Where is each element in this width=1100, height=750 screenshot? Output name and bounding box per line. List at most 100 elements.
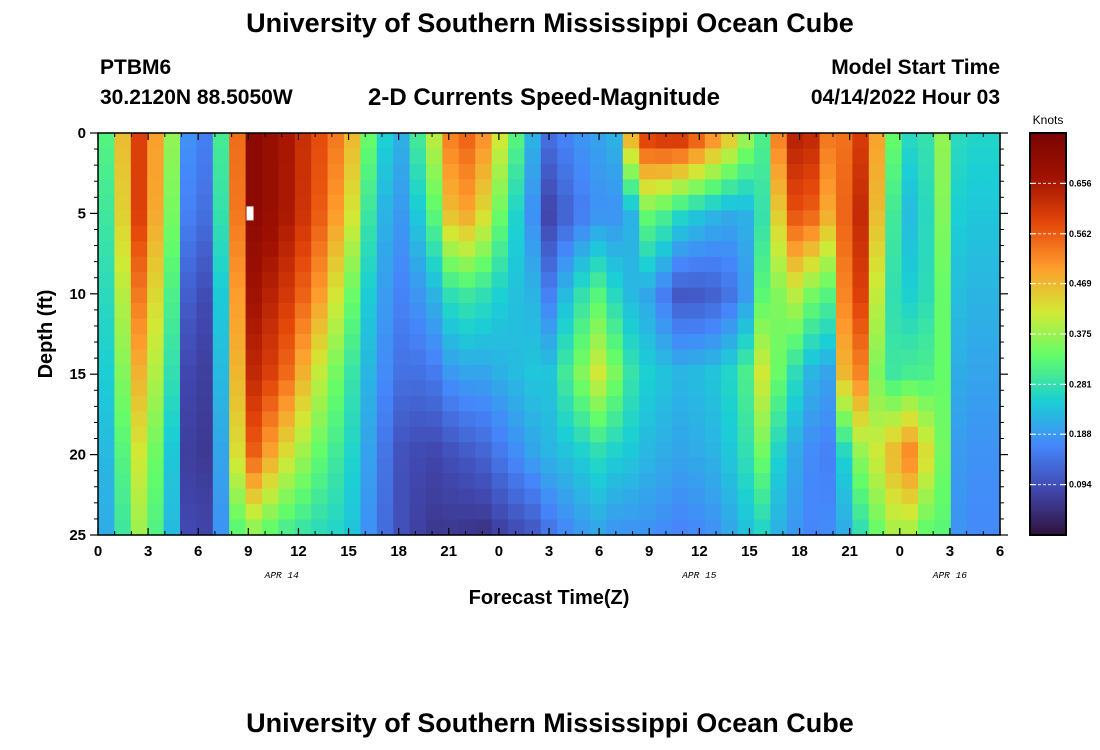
heatmap-cell	[836, 473, 853, 490]
heatmap-cell	[393, 163, 411, 180]
heatmap-cell	[508, 287, 525, 304]
heatmap-cell	[934, 364, 952, 381]
heatmap-cell	[360, 225, 378, 242]
heatmap-cell	[278, 457, 296, 474]
heatmap-cell	[721, 241, 739, 258]
heatmap-cell	[639, 287, 657, 304]
heatmap-cell	[622, 179, 640, 196]
heatmap-cell	[196, 210, 214, 227]
station-coordinates: 30.2120N 88.5050W	[100, 86, 293, 109]
heatmap-cell	[655, 442, 673, 459]
heatmap-cell	[573, 442, 591, 459]
heatmap-cell	[803, 349, 821, 366]
heatmap-cell	[376, 133, 394, 150]
heatmap-cell	[606, 504, 624, 521]
heatmap-cell	[918, 504, 935, 521]
heatmap-cell	[868, 334, 886, 351]
heatmap-cell	[934, 179, 952, 196]
heatmap-cell	[458, 163, 476, 180]
heatmap-cell	[262, 194, 279, 211]
heatmap-cell	[458, 349, 476, 366]
heatmap-cell	[721, 194, 739, 211]
heatmap-cell	[180, 519, 197, 536]
heatmap-cell	[852, 457, 870, 474]
heatmap-cell	[229, 411, 247, 428]
heatmap-cell	[294, 256, 312, 273]
heatmap-cell	[344, 334, 361, 351]
heatmap-cell	[229, 287, 247, 304]
heatmap-cell	[786, 225, 804, 242]
heatmap-cell	[819, 488, 837, 505]
heatmap-cell	[426, 488, 443, 505]
heatmap-cell	[360, 473, 378, 490]
heatmap-cell	[180, 318, 197, 335]
heatmap-cell	[754, 194, 771, 211]
heatmap-cell	[524, 287, 542, 304]
heatmap-cell	[852, 303, 870, 320]
heatmap-cell	[819, 349, 837, 366]
heatmap-cell	[327, 241, 345, 258]
heatmap-cell	[212, 194, 230, 211]
heatmap-cell	[557, 148, 575, 165]
heatmap-cell	[294, 395, 312, 412]
heatmap-cell	[229, 457, 247, 474]
heatmap-cell	[557, 504, 575, 521]
heatmap-cell	[393, 426, 411, 443]
heatmap-cell	[934, 380, 952, 397]
y-tick-label: 25	[69, 527, 86, 544]
heatmap-cell	[344, 488, 361, 505]
heatmap-cell	[393, 395, 411, 412]
heatmap-cell	[540, 133, 558, 150]
heatmap-cell	[721, 148, 739, 165]
heatmap-cell	[163, 272, 181, 289]
heatmap-cell	[409, 411, 427, 428]
heatmap-cell	[180, 349, 197, 366]
heatmap-cell	[672, 395, 689, 412]
heatmap-cell	[639, 457, 657, 474]
heatmap-cell	[934, 241, 952, 258]
heatmap-cell	[967, 426, 985, 443]
heatmap-cell	[442, 179, 460, 196]
heatmap-cell	[114, 256, 132, 273]
heatmap-cell	[344, 272, 361, 289]
heatmap-cell	[491, 318, 509, 335]
heatmap-cell	[229, 395, 247, 412]
heatmap-cell	[590, 318, 607, 335]
heatmap-cell	[983, 303, 1001, 320]
heatmap-cell	[983, 380, 1001, 397]
heatmap-cell	[147, 179, 165, 196]
heatmap-cell	[967, 287, 985, 304]
heatmap-cell	[262, 334, 279, 351]
heatmap-cell	[98, 442, 115, 459]
heatmap-cell	[98, 210, 115, 227]
heatmap-cell	[278, 303, 296, 320]
heatmap-cell	[672, 179, 689, 196]
heatmap-cell	[606, 364, 624, 381]
heatmap-cell	[98, 133, 115, 150]
heatmap-cell	[442, 287, 460, 304]
heatmap-cell	[672, 519, 689, 536]
heatmap-cell	[475, 488, 493, 505]
heatmap-cell	[606, 349, 624, 366]
heatmap-cell	[344, 287, 361, 304]
heatmap-cell	[360, 241, 378, 258]
heatmap-cell	[688, 395, 706, 412]
heatmap-cell	[262, 364, 279, 381]
x-tick-label: 3	[144, 543, 152, 560]
heatmap-cell	[212, 395, 230, 412]
heatmap-cell	[819, 411, 837, 428]
heatmap-cell	[836, 272, 853, 289]
heatmap-cell	[754, 225, 771, 242]
heatmap-cell	[803, 179, 821, 196]
heatmap-cell	[212, 272, 230, 289]
heatmap-cell	[524, 148, 542, 165]
heatmap-cell	[491, 256, 509, 273]
heatmap-cell	[360, 380, 378, 397]
heatmap-cell	[573, 287, 591, 304]
heatmap-cell	[803, 318, 821, 335]
heatmap-cell	[196, 364, 214, 381]
heatmap-cell	[458, 303, 476, 320]
heatmap-cell	[901, 519, 919, 536]
heatmap-cell	[409, 194, 427, 211]
heatmap-cell	[409, 473, 427, 490]
